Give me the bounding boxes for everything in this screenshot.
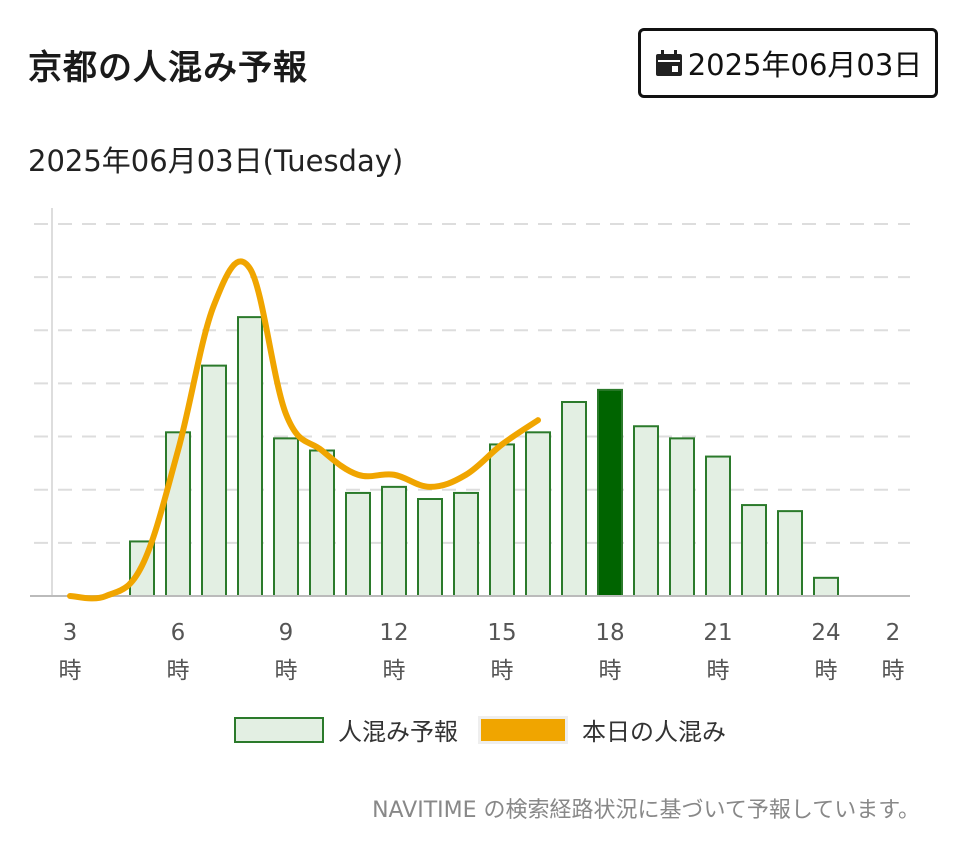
bar-10 bbox=[309, 449, 335, 597]
date-picker-button[interactable]: 2025年06月03日 bbox=[638, 28, 938, 98]
x-tick-unit: 時 bbox=[815, 658, 838, 684]
bar-7 bbox=[201, 364, 227, 597]
today-crowd-line bbox=[67, 258, 541, 602]
x-tick-unit: 時 bbox=[167, 658, 190, 684]
crowd-forecast-chart: 3 時 6 時 9 時 12 時 15 時 18 時 21 時 24 時 2 時 bbox=[30, 208, 910, 684]
bar-14 bbox=[453, 491, 479, 597]
x-tick-label: 15 bbox=[487, 620, 516, 646]
legend-swatch-forecast bbox=[234, 716, 324, 743]
x-tick-label: 9 bbox=[279, 620, 294, 646]
chart-legend: 人混み予報 本日の人混み bbox=[0, 712, 960, 747]
x-tick-unit: 時 bbox=[599, 658, 622, 684]
bar-11 bbox=[345, 491, 371, 597]
bar-24 bbox=[813, 576, 839, 597]
legend-item-today[interactable]: 本日の人混み bbox=[478, 712, 726, 747]
x-tick-label: 21 bbox=[703, 620, 732, 646]
bar-22 bbox=[741, 504, 767, 597]
legend-swatch-today bbox=[478, 715, 568, 744]
x-tick-label: 3 bbox=[63, 620, 78, 646]
x-tick-unit: 時 bbox=[383, 658, 406, 684]
x-tick-label: 24 bbox=[811, 620, 840, 646]
x-tick-label: 6 bbox=[171, 620, 186, 646]
bar-23 bbox=[777, 510, 803, 597]
legend-label-today: 本日の人混み bbox=[582, 718, 726, 746]
x-tick-unit: 時 bbox=[707, 658, 730, 684]
legend-label-forecast: 人混み予報 bbox=[338, 718, 458, 746]
bar-15 bbox=[489, 443, 515, 597]
bar-20 bbox=[669, 437, 695, 597]
x-tick-unit: 時 bbox=[59, 658, 82, 684]
x-tick-unit: 時 bbox=[491, 658, 514, 684]
bar-13 bbox=[417, 498, 443, 597]
chart-date-subtitle: 2025年06月03日(Tuesday) bbox=[28, 144, 404, 178]
bar-8 bbox=[237, 316, 263, 597]
bar-19 bbox=[633, 425, 659, 597]
bar-18 bbox=[597, 388, 623, 597]
x-tick-unit: 時 bbox=[882, 658, 905, 684]
bar-21 bbox=[705, 455, 731, 597]
page-title: 京都の人混み予報 bbox=[28, 48, 308, 88]
x-tick-label: 18 bbox=[595, 620, 624, 646]
footer-note: NAVITIME の検索経路状況に基づいて予報しています。 bbox=[372, 798, 920, 823]
date-button-label: 2025年06月03日 bbox=[687, 48, 923, 82]
legend-item-forecast[interactable]: 人混み予報 bbox=[234, 712, 458, 747]
bar-16 bbox=[525, 431, 551, 597]
x-tick-label: 2 bbox=[886, 620, 901, 646]
calendar-icon bbox=[655, 50, 682, 76]
bar-9 bbox=[273, 437, 299, 597]
bar-12 bbox=[381, 485, 407, 597]
x-tick-unit: 時 bbox=[275, 658, 298, 684]
bar-17 bbox=[561, 401, 587, 597]
x-tick-label: 12 bbox=[379, 620, 408, 646]
